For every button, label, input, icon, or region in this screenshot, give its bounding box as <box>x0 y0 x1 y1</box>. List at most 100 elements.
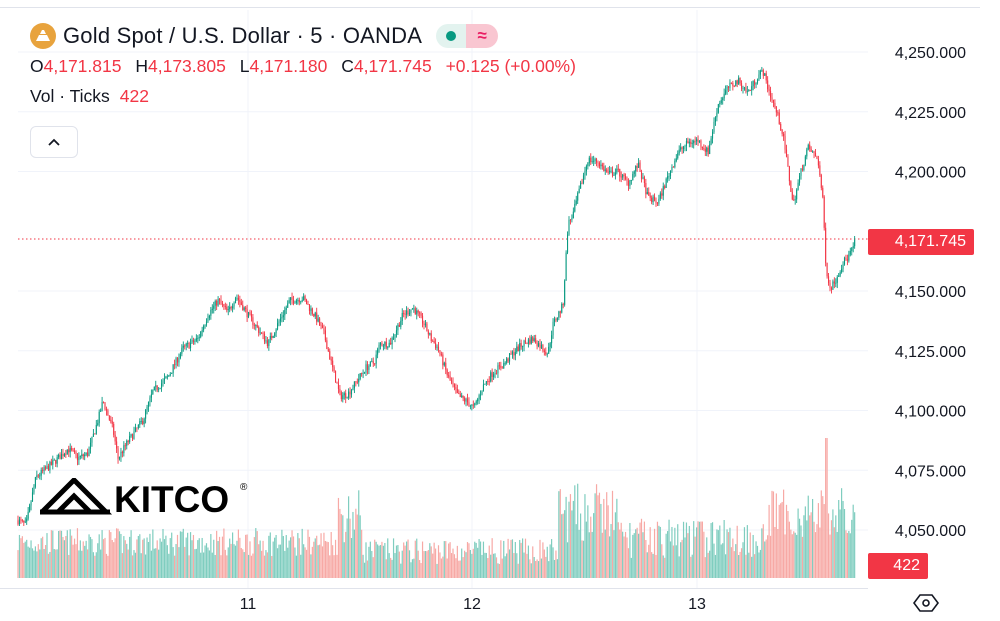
volume-bar <box>774 527 776 578</box>
symbol-title[interactable]: Gold Spot / U.S. Dollar · 5 · OANDA <box>63 23 423 48</box>
candle-body <box>746 90 748 92</box>
volume-bar <box>435 548 437 578</box>
candle-body <box>629 180 631 186</box>
candle-body <box>742 88 744 89</box>
candle-body <box>610 170 612 172</box>
volume-bar <box>346 518 348 578</box>
low-label: L <box>239 56 250 76</box>
volume-bar <box>452 548 454 578</box>
candle-body <box>275 329 277 334</box>
candle-body <box>42 469 44 471</box>
candle-body <box>727 86 730 88</box>
volume-bar <box>171 532 173 578</box>
candle-body <box>91 436 93 443</box>
candle-body <box>101 402 103 411</box>
volume-bar <box>661 544 663 578</box>
candle-body <box>687 140 689 144</box>
candle-body <box>217 298 219 306</box>
candle-body <box>324 330 326 341</box>
candle-body <box>263 333 266 342</box>
collapse-legend-button[interactable] <box>30 126 78 158</box>
volume-bar <box>250 555 253 578</box>
volume-bar <box>31 548 34 578</box>
volume-bar <box>580 513 582 578</box>
volume-bar <box>304 547 306 578</box>
market-open-indicator[interactable] <box>436 24 467 48</box>
candle-body <box>369 361 371 367</box>
volume-bar <box>43 548 45 578</box>
volume-bar <box>526 553 528 578</box>
volume-bar <box>678 556 680 578</box>
candle-body <box>522 346 524 348</box>
volume-bar <box>845 530 847 578</box>
candle-body <box>424 323 426 326</box>
volume-bar <box>841 488 843 578</box>
candle-body <box>668 175 670 177</box>
volume-bar <box>197 540 199 578</box>
volume-bar <box>566 542 569 578</box>
volume-label[interactable]: Vol · Ticks <box>30 86 110 106</box>
candle-body <box>495 373 498 374</box>
volume-bar <box>245 534 247 578</box>
volume-bar <box>149 533 151 578</box>
candle-body <box>735 80 737 87</box>
candle-body <box>524 340 527 343</box>
volume-bar <box>585 521 587 578</box>
volume-bar <box>87 549 89 578</box>
candle-body <box>426 323 428 332</box>
candle-body <box>794 199 796 201</box>
volume-bar <box>133 550 135 578</box>
volume-bar <box>247 554 250 578</box>
candle-body <box>321 325 324 329</box>
volume-bar <box>617 522 619 578</box>
candle-body <box>84 454 86 457</box>
candle-body <box>175 357 177 366</box>
candle-body <box>185 343 187 346</box>
volume-bar <box>529 559 531 578</box>
candle-body <box>506 358 508 363</box>
candle-body <box>439 350 441 354</box>
candle-body <box>265 340 267 342</box>
volume-bar <box>680 542 682 578</box>
candle-body <box>266 340 268 347</box>
candle-body <box>100 410 102 412</box>
volume-bar <box>803 515 805 578</box>
candle-body <box>176 357 179 363</box>
price-tick-label: 4,200.000 <box>895 165 966 182</box>
volume-bar <box>166 545 168 578</box>
volume-bar <box>319 544 321 578</box>
close-value: 4,171.745 <box>353 56 432 76</box>
candle-body <box>256 325 258 328</box>
market-status-pill[interactable]: ≈ <box>436 24 499 48</box>
candle-body <box>852 246 854 249</box>
volume-bar <box>565 496 567 578</box>
volume-bar <box>205 543 208 578</box>
candle-body <box>68 449 70 453</box>
candle-body <box>169 373 171 376</box>
volume-bar <box>682 521 685 578</box>
volume-bar <box>72 544 74 578</box>
volume-bar <box>326 541 328 578</box>
volume-bar <box>221 536 224 578</box>
volume-bar <box>29 547 31 578</box>
volume-bar <box>242 549 244 578</box>
volume-bar <box>535 560 537 578</box>
volume-bar <box>410 562 412 578</box>
candle-body <box>778 112 780 124</box>
candle-body <box>487 381 489 382</box>
volume-bar <box>30 540 32 578</box>
volume-bar <box>63 540 65 578</box>
candle-body <box>751 86 753 91</box>
candle-body <box>359 373 361 379</box>
volume-bar <box>482 541 485 578</box>
volume-bar <box>785 504 788 578</box>
volume-bar <box>98 534 100 578</box>
candle-body <box>384 341 386 346</box>
candle-body <box>755 82 757 85</box>
volume-bar <box>355 508 357 578</box>
candle-body <box>443 362 445 366</box>
chart-settings-button[interactable] <box>912 591 940 615</box>
volume-bar <box>195 548 197 578</box>
compare-icon[interactable]: ≈ <box>466 24 499 48</box>
